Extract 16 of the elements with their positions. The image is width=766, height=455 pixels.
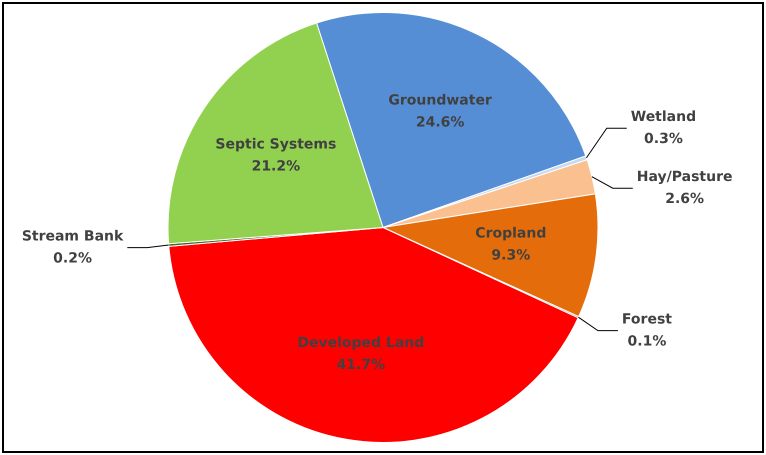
slice-label: Forest [622, 311, 672, 328]
data-label: 0.2% [53, 250, 92, 266]
data-label: 9.3% [491, 248, 530, 264]
data-label: 0.1% [628, 333, 666, 350]
data-label: 0.3% [644, 130, 683, 147]
slice-label: Cropland [475, 226, 546, 242]
data-label: 2.6% [665, 190, 704, 207]
slice-label: Wetland [630, 108, 696, 125]
data-label: 24.6% [416, 114, 464, 130]
slice-label: Groundwater [388, 92, 492, 108]
slice-label: Septic Systems [215, 136, 336, 152]
data-label: 21.2% [252, 158, 300, 174]
slice-label: Developed Land [297, 335, 424, 352]
slice-label: Hay/Pasture [636, 168, 732, 185]
data-label: 41.7% [336, 357, 386, 374]
slice-label: Stream Bank [22, 228, 124, 244]
